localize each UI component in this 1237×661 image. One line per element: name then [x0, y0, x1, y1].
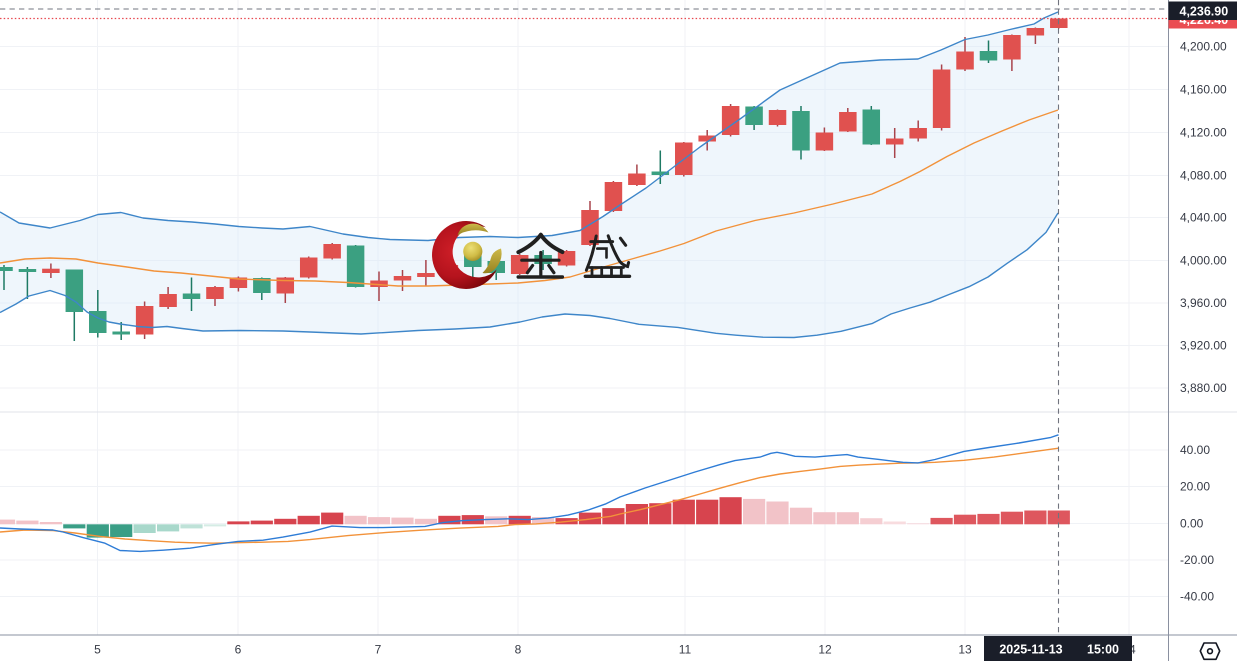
- svg-text:40.00: 40.00: [1180, 443, 1210, 457]
- svg-text:13: 13: [958, 643, 972, 657]
- svg-text:5: 5: [94, 643, 101, 657]
- svg-text:3,880.00: 3,880.00: [1180, 381, 1227, 395]
- svg-text:3,920.00: 3,920.00: [1180, 339, 1227, 353]
- svg-text:4,200.00: 4,200.00: [1180, 40, 1227, 54]
- svg-text:4,160.00: 4,160.00: [1180, 83, 1227, 97]
- svg-text:11: 11: [679, 643, 692, 657]
- svg-text:20.00: 20.00: [1180, 480, 1210, 494]
- svg-text:0.00: 0.00: [1180, 517, 1204, 531]
- svg-text:4,040.00: 4,040.00: [1180, 211, 1227, 225]
- svg-text:6: 6: [235, 643, 242, 657]
- svg-text:4,080.00: 4,080.00: [1180, 169, 1227, 183]
- svg-text:2025-11-13: 2025-11-13: [999, 643, 1062, 657]
- svg-text:12: 12: [818, 643, 832, 657]
- svg-text:4,236.90: 4,236.90: [1180, 5, 1229, 19]
- svg-text:4,000.00: 4,000.00: [1180, 254, 1227, 268]
- svg-text:-20.00: -20.00: [1180, 553, 1214, 567]
- svg-text:-40.00: -40.00: [1180, 590, 1214, 604]
- svg-text:4,120.00: 4,120.00: [1180, 126, 1227, 140]
- svg-text:8: 8: [515, 643, 522, 657]
- svg-text:3,960.00: 3,960.00: [1180, 296, 1227, 310]
- svg-text:15:00: 15:00: [1087, 643, 1119, 657]
- svg-text:7: 7: [375, 643, 382, 657]
